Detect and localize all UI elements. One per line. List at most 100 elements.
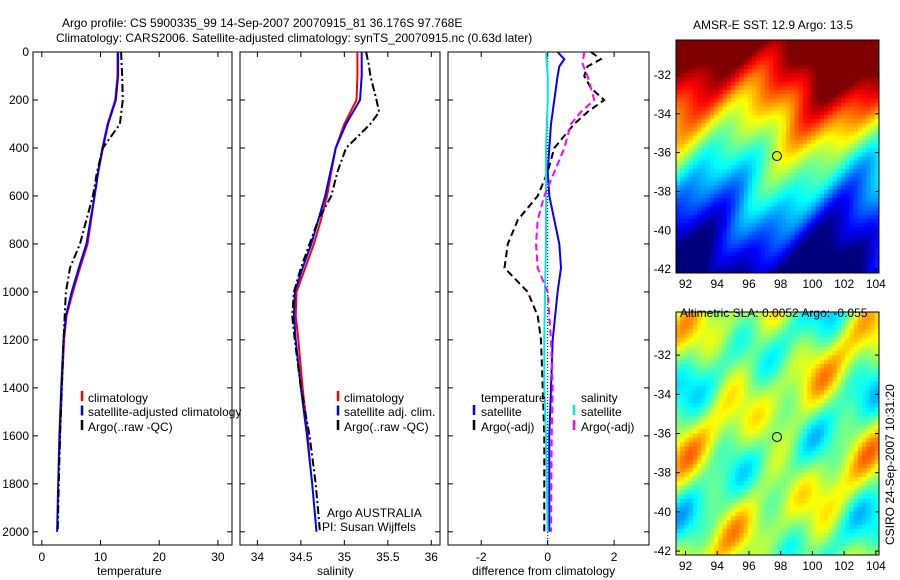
map-cell <box>752 181 757 187</box>
map-cell <box>718 489 724 495</box>
map-cell <box>773 40 778 45</box>
map-cell <box>849 268 855 274</box>
map-cell <box>722 81 728 87</box>
map-cell <box>735 131 740 137</box>
map-cell <box>777 202 783 207</box>
map-cell <box>781 185 787 191</box>
map-cell <box>676 144 681 149</box>
map-cell <box>692 364 698 369</box>
map-cell <box>815 185 821 191</box>
map-cell <box>862 214 867 220</box>
map-cell <box>684 338 690 343</box>
map-cell <box>815 114 821 120</box>
map-cell <box>798 181 804 187</box>
map-cell <box>688 433 694 439</box>
map-cell <box>819 231 825 237</box>
map-cell <box>701 498 707 504</box>
map-cell <box>853 485 859 491</box>
map-cell <box>845 123 850 128</box>
map-cell <box>798 420 804 426</box>
map-cell <box>802 498 808 504</box>
map-cell <box>747 243 753 249</box>
map-cell <box>836 214 842 220</box>
map-cell <box>845 64 850 70</box>
map-cell <box>714 342 719 348</box>
map-cell <box>714 168 719 174</box>
map-cell <box>807 390 812 395</box>
map-cell <box>781 398 787 404</box>
map-cell <box>718 416 724 421</box>
map-cell <box>688 346 694 352</box>
map-cell <box>832 355 838 361</box>
map-cell <box>684 181 690 187</box>
map-cell <box>743 198 749 203</box>
map-cell <box>722 193 728 199</box>
map-cell <box>752 119 757 124</box>
map-cell <box>743 193 749 199</box>
map-cell <box>726 44 732 49</box>
map-cell <box>701 333 707 339</box>
map-cell <box>676 119 681 124</box>
map-cell <box>819 268 825 274</box>
map-cell <box>798 185 804 191</box>
map-cell <box>781 110 787 116</box>
map-cell <box>743 411 749 417</box>
temp-panel: 0 10 20 30020040060080010001200140016001800… <box>2 45 233 564</box>
map-cell <box>688 60 694 66</box>
map-cell <box>692 416 698 421</box>
map-cell <box>730 173 736 178</box>
map-cell <box>676 252 681 257</box>
map-cell <box>722 420 728 426</box>
map-cell <box>777 411 783 417</box>
map-cell <box>773 329 778 335</box>
map-cell <box>726 40 732 45</box>
map-cell <box>701 160 707 166</box>
map-cell <box>743 398 749 404</box>
map-cell <box>718 442 724 448</box>
map-cell <box>798 144 804 149</box>
map-cell <box>862 94 867 99</box>
map-cell <box>747 56 753 62</box>
map-cell <box>680 312 685 317</box>
map-cell <box>862 346 867 352</box>
map-cell <box>874 60 880 66</box>
map-cell <box>874 481 880 487</box>
map-cell <box>730 235 736 241</box>
map-cell <box>798 498 804 504</box>
map-cell <box>705 463 711 469</box>
map-cell <box>790 127 795 133</box>
map-cell <box>853 89 859 95</box>
map-cell <box>777 481 783 487</box>
map-cell <box>785 416 791 421</box>
map-cell <box>874 394 880 400</box>
map-cell <box>815 333 821 339</box>
map-cell <box>815 168 821 174</box>
map-cell <box>849 260 855 266</box>
map-cell <box>798 198 804 203</box>
map-cell <box>722 235 728 241</box>
map-cell <box>870 329 876 335</box>
map-cell <box>802 135 808 141</box>
map-cell <box>828 102 833 108</box>
map-cell <box>680 110 685 116</box>
map-cell <box>785 139 791 145</box>
map-cell <box>709 463 715 469</box>
map-cell <box>849 390 855 395</box>
map-cell <box>866 110 872 116</box>
map-cell <box>815 346 821 352</box>
map-cell <box>752 218 757 224</box>
map-cell <box>773 433 778 439</box>
map-cell <box>680 485 685 491</box>
map-cell <box>794 164 800 170</box>
map-cell <box>756 407 762 413</box>
map-cell <box>743 394 749 400</box>
map-cell <box>781 437 787 443</box>
map-cell <box>676 359 681 365</box>
map-cell <box>824 89 829 95</box>
map-cell <box>684 377 690 382</box>
map-cell <box>722 40 728 45</box>
map-cell <box>866 476 872 482</box>
map-cell <box>802 243 808 249</box>
map-cell <box>756 144 762 149</box>
map-cell <box>849 346 855 352</box>
